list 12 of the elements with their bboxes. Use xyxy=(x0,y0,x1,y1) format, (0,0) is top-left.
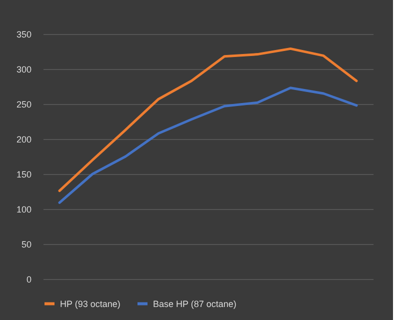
legend-label: Base HP (87 octane) xyxy=(153,298,236,309)
y-tick-label: 350 xyxy=(16,30,32,40)
y-tick-label: 50 xyxy=(21,240,32,250)
legend-label: HP (93 octane) xyxy=(60,298,120,309)
y-tick-label: 300 xyxy=(16,64,32,74)
line-series xyxy=(58,86,358,204)
y-tick-label: 200 xyxy=(16,134,32,144)
y-tick-label: 250 xyxy=(16,100,32,110)
y-tick-label: 100 xyxy=(16,204,32,214)
line-series xyxy=(58,47,358,192)
y-tick-label: 150 xyxy=(16,170,32,180)
y-tick-label: 0 xyxy=(26,274,32,284)
